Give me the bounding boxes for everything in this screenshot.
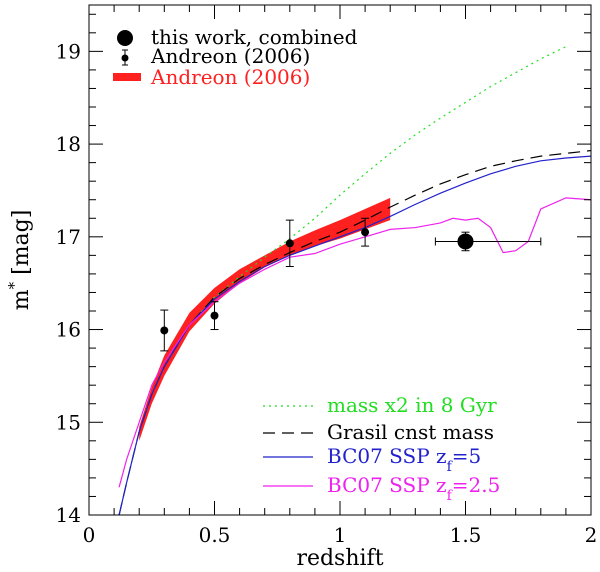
y-tick-label: 16 — [56, 318, 81, 342]
series-line-bc07-ssp-zf-2-5 — [118, 197, 591, 488]
andreon-point — [160, 326, 169, 335]
legend-top-label: this work, combined — [151, 25, 358, 49]
y-tick-label: 15 — [56, 410, 81, 434]
x-tick-label: 1.5 — [450, 523, 482, 547]
series-line-bc07-ssp-zf-5 — [118, 155, 591, 515]
y-tick-label: 17 — [56, 225, 81, 249]
x-tick-label: 1 — [334, 523, 347, 547]
legend-top-label: Andreon (2006) — [150, 44, 310, 68]
legend-andreon-band-swatch — [113, 73, 141, 81]
y-tick-label: 14 — [56, 503, 81, 527]
legend-bottom-label: BC07 SSP zf=5 — [327, 444, 481, 475]
plot-frame — [88, 4, 592, 516]
combined-point — [457, 233, 474, 250]
x-tick-label: 2 — [585, 523, 598, 547]
data-layer — [118, 46, 591, 515]
legend-bottom-label: mass x2 in 8 Gyr — [327, 393, 497, 417]
legend-bottom-label: Grasil cnst mass — [327, 420, 494, 444]
x-tick-label: 0.5 — [199, 523, 231, 547]
axes-layer: 0 0.5 1 1.5 2 14 15 16 17 18 19 — [56, 5, 598, 547]
andreon-point — [210, 311, 219, 320]
andreon-point — [285, 239, 294, 248]
y-axis-label: m* [mag] — [5, 210, 34, 311]
legend-combined-marker — [117, 30, 133, 46]
y-tick-label: 19 — [56, 39, 81, 63]
legend-bottom-label: BC07 SSP zf=2.5 — [327, 473, 500, 504]
x-tick-label: 0 — [83, 523, 96, 547]
y-tick-label: 18 — [56, 132, 81, 156]
legend-andreon-marker — [121, 54, 129, 62]
andreon-point — [361, 228, 370, 237]
legend-top-label: Andreon (2006) — [150, 65, 310, 89]
x-axis-label: redshift — [296, 546, 383, 571]
